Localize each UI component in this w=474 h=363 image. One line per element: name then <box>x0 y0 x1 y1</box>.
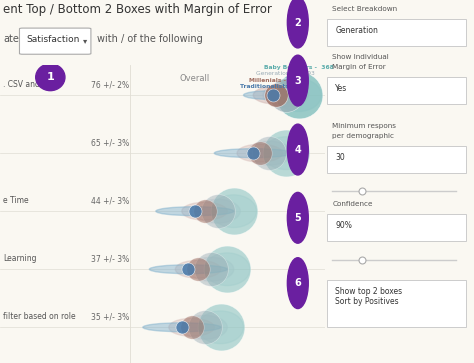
Point <box>256 150 264 156</box>
Text: with / of the following: with / of the following <box>98 34 203 44</box>
Point <box>178 325 186 330</box>
Text: 35 +/- 3%: 35 +/- 3% <box>91 312 129 321</box>
Point <box>191 208 199 214</box>
Text: 3: 3 <box>294 76 301 86</box>
Text: 5: 5 <box>294 213 301 223</box>
Text: Generation X -  293: Generation X - 293 <box>256 71 315 76</box>
Circle shape <box>36 64 65 91</box>
Text: Minimum respons: Minimum respons <box>332 122 396 129</box>
Ellipse shape <box>156 207 234 216</box>
FancyBboxPatch shape <box>327 19 466 46</box>
Point <box>201 325 209 330</box>
Text: . CSV and PDF: . CSV and PDF <box>3 80 57 89</box>
Text: 30: 30 <box>335 153 345 162</box>
Text: per demographic: per demographic <box>332 132 394 139</box>
Point <box>269 92 276 98</box>
Ellipse shape <box>175 260 221 278</box>
Point <box>223 266 231 272</box>
Ellipse shape <box>182 315 227 339</box>
Text: Satisfaction: Satisfaction <box>26 35 79 44</box>
Point <box>201 208 209 214</box>
Ellipse shape <box>214 149 292 158</box>
Point <box>249 150 257 156</box>
FancyBboxPatch shape <box>327 214 466 241</box>
Point <box>282 150 290 156</box>
Text: Learning: Learning <box>3 254 37 263</box>
Point <box>230 208 237 214</box>
FancyBboxPatch shape <box>327 77 466 104</box>
FancyBboxPatch shape <box>327 146 466 173</box>
Text: Millenials -  143: Millenials - 143 <box>249 78 303 83</box>
Circle shape <box>287 192 308 243</box>
Point <box>266 150 273 156</box>
Ellipse shape <box>276 79 321 111</box>
Text: e Time: e Time <box>3 196 29 205</box>
Text: 76 +/- 2%: 76 +/- 2% <box>91 80 129 89</box>
Text: ate: ate <box>3 34 19 44</box>
Ellipse shape <box>188 257 234 281</box>
Ellipse shape <box>205 253 250 286</box>
Text: 6: 6 <box>294 278 301 288</box>
Ellipse shape <box>237 144 283 162</box>
Text: ent Top / Bottom 2 Boxes with Margin of Error: ent Top / Bottom 2 Boxes with Margin of … <box>3 3 272 16</box>
Text: Yes: Yes <box>335 84 347 93</box>
Text: 90%: 90% <box>335 221 352 231</box>
Circle shape <box>287 124 308 175</box>
Text: 4: 4 <box>294 144 301 155</box>
Text: Show top 2 boxes
Sort by Positives: Show top 2 boxes Sort by Positives <box>335 287 402 306</box>
Ellipse shape <box>169 318 214 336</box>
Ellipse shape <box>244 91 302 99</box>
Ellipse shape <box>182 202 227 220</box>
Ellipse shape <box>247 141 292 165</box>
Point <box>295 92 302 98</box>
Text: Show Individual: Show Individual <box>332 53 389 60</box>
Circle shape <box>287 0 308 48</box>
Text: Select Breakdown: Select Breakdown <box>332 5 397 12</box>
Point <box>184 266 192 272</box>
Point <box>188 325 195 330</box>
Point <box>217 325 225 330</box>
Text: 1: 1 <box>46 72 54 82</box>
Text: 44 +/- 3%: 44 +/- 3% <box>91 196 129 205</box>
Text: ▾: ▾ <box>83 36 87 45</box>
Point <box>207 266 215 272</box>
Text: 2: 2 <box>294 17 301 28</box>
Point <box>194 266 202 272</box>
Circle shape <box>287 258 308 309</box>
Text: Confidence: Confidence <box>332 201 373 207</box>
Text: Margin of Error: Margin of Error <box>332 64 386 70</box>
Text: Overall: Overall <box>180 74 210 83</box>
Ellipse shape <box>149 265 228 274</box>
Ellipse shape <box>211 195 256 228</box>
Text: Traditionalists -  41: Traditionalists - 41 <box>240 83 306 89</box>
Text: filter based on role: filter based on role <box>3 312 76 321</box>
Point <box>272 92 280 98</box>
Ellipse shape <box>195 199 240 223</box>
Point <box>282 92 290 98</box>
Point <box>214 208 221 214</box>
FancyBboxPatch shape <box>327 280 466 327</box>
Ellipse shape <box>198 311 244 344</box>
Text: Baby Boomers -  368: Baby Boomers - 368 <box>264 65 334 70</box>
FancyBboxPatch shape <box>19 28 91 54</box>
Ellipse shape <box>263 83 309 107</box>
Text: Generation: Generation <box>335 26 378 35</box>
Ellipse shape <box>253 86 299 104</box>
Text: 65 +/- 3%: 65 +/- 3% <box>91 138 129 147</box>
Ellipse shape <box>263 137 309 170</box>
Ellipse shape <box>143 323 221 332</box>
Text: 37 +/- 3%: 37 +/- 3% <box>91 254 129 263</box>
Circle shape <box>287 55 308 106</box>
